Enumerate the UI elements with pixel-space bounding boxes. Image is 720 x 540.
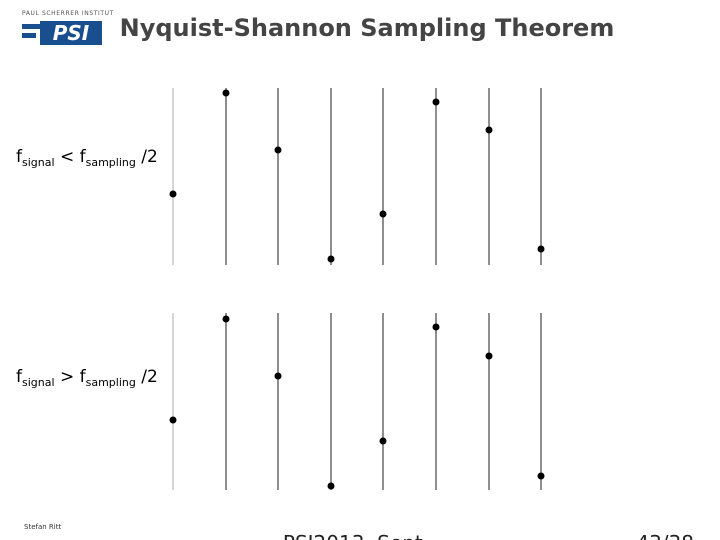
logo-box <box>40 21 102 45</box>
label-sub: signal <box>22 376 55 389</box>
panel-bottom: fsignal > fsampling /2 <box>16 313 545 490</box>
sample-dot <box>485 126 493 134</box>
sample-dot <box>327 482 335 490</box>
sample-dot <box>169 190 177 198</box>
sample-dot <box>379 437 387 445</box>
sample-dot <box>485 352 493 360</box>
sample-dot <box>432 323 440 331</box>
panel-label: fsignal > fsampling /2 <box>16 367 158 389</box>
logo: PAUL SCHERRER INSTITUT PSI <box>22 10 114 45</box>
sample-dot <box>327 255 335 263</box>
label-sub: sampling <box>86 376 136 389</box>
sample-dot <box>537 245 545 253</box>
panel-label: fsignal < fsampling /2 <box>16 147 158 169</box>
label-part: > f <box>55 367 87 387</box>
logo-bar <box>22 24 40 29</box>
sample-dot <box>222 89 230 97</box>
logo-bar <box>22 33 36 38</box>
sample-dot <box>169 416 177 424</box>
sample-dot <box>379 210 387 218</box>
label-sub: sampling <box>86 156 136 169</box>
label-part: < f <box>55 147 87 167</box>
slide-title: Nyquist-Shannon Sampling Theorem <box>120 14 615 42</box>
label-sub: signal <box>22 156 55 169</box>
sample-dot <box>432 98 440 106</box>
panel-top: fsignal < fsampling /2 <box>16 88 545 265</box>
sample-dot <box>274 372 282 380</box>
sample-dot <box>537 472 545 480</box>
footer-page: 43/38 <box>636 531 694 540</box>
label-part: /2 <box>136 147 158 167</box>
footer-author: Stefan Ritt <box>24 523 61 531</box>
label-part: f <box>16 367 23 387</box>
logo-mark: PSI <box>53 21 90 45</box>
footer-event: PSI2013, Sept. <box>283 531 429 540</box>
sample-dot <box>274 146 282 154</box>
label-part: f <box>16 147 23 167</box>
sample-dot <box>222 315 230 323</box>
logo-top-text: PAUL SCHERRER INSTITUT <box>22 10 114 17</box>
label-part: /2 <box>136 367 158 387</box>
